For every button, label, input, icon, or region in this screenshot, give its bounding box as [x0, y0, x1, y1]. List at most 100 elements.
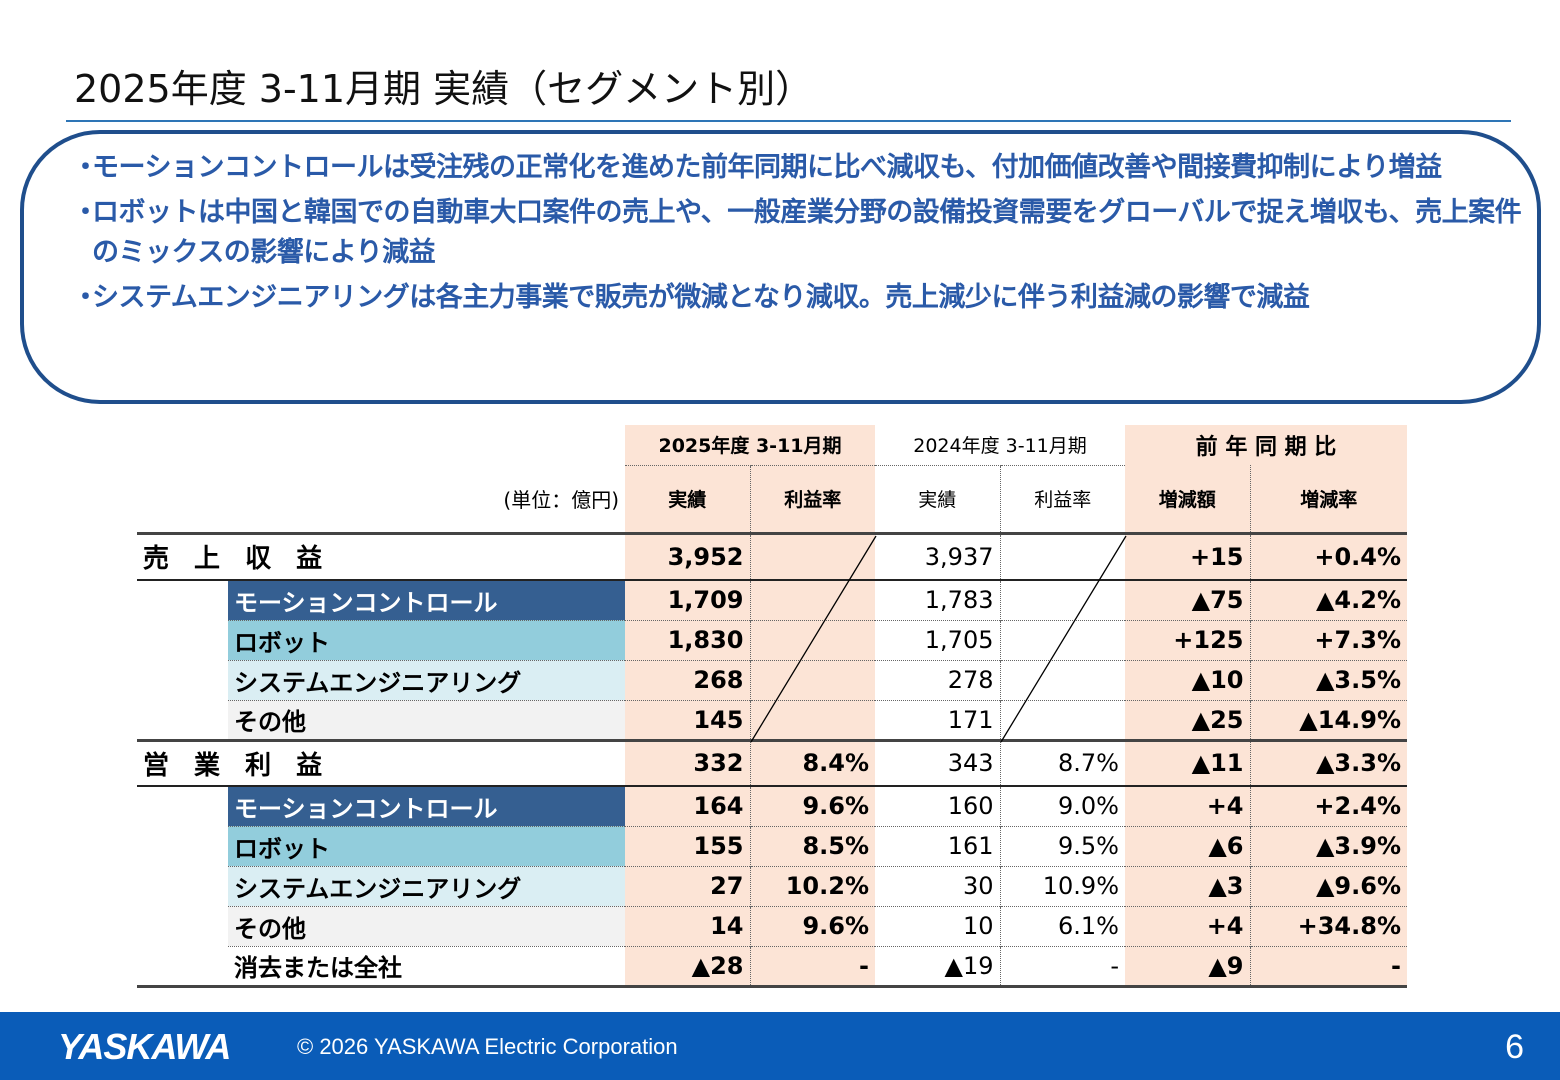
- section-label: 売 上 収 益: [143, 544, 331, 575]
- value-cell: [749, 660, 875, 700]
- total-cell: 8.7%: [999, 740, 1125, 786]
- summary-box: ・モーションコントロールは受注残の正常化を進めた前年同期に比べ減収も、付加価値改…: [20, 130, 1541, 404]
- segment-label: ロボット: [228, 826, 625, 866]
- page-title: 2025年度 3-11月期 実績（セグメント別）: [74, 67, 814, 111]
- value-cell: ▲6: [1125, 826, 1250, 866]
- value-cell: +125: [1125, 620, 1250, 660]
- value-cell: 6.1%: [999, 906, 1125, 946]
- segment-label: システムエンジニアリング: [228, 866, 625, 906]
- value-cell: ▲3: [1125, 866, 1250, 906]
- segment-row: ロボット 155 8.5% 161 9.5% ▲6 ▲3.9%: [137, 826, 1407, 867]
- segment-label: 消去または全社: [234, 954, 402, 982]
- header-margin-current: 利益率: [749, 464, 875, 533]
- value-cell: [999, 620, 1125, 660]
- total-cell: 332: [625, 740, 750, 786]
- total-cell: [999, 533, 1125, 580]
- indent: [137, 786, 228, 827]
- value-cell: [749, 580, 875, 620]
- total-cell: 8.4%: [749, 740, 875, 786]
- value-cell: 8.5%: [749, 826, 875, 866]
- value-cell: 1,709: [625, 580, 750, 620]
- value-cell: ▲25: [1125, 700, 1250, 740]
- segment-row: モーションコントロール 1,709 1,783 ▲75 ▲4.2%: [137, 580, 1407, 621]
- value-cell: 1,830: [625, 620, 750, 660]
- value-cell: +2.4%: [1249, 786, 1407, 826]
- footer-bar: YASKAWA © 2026 YASKAWA Electric Corporat…: [0, 1012, 1560, 1080]
- value-cell: -: [999, 946, 1125, 986]
- header-blank: [137, 425, 625, 465]
- value-cell: 9.6%: [749, 906, 875, 946]
- header-prior-period: 2024年度 3-11月期: [913, 435, 1087, 458]
- copyright: © 2026 YASKAWA Electric Corporation: [297, 1034, 678, 1059]
- section-total-row: 営 業 利 益 332 8.4% 343 8.7% ▲11 ▲3.3%: [137, 740, 1407, 786]
- header-change-rate: 増減率: [1249, 465, 1407, 533]
- segment-label: ロボット: [228, 620, 625, 660]
- value-cell: [999, 660, 1125, 700]
- section-total-row: 売 上 収 益 3,952 3,937 +15 +0.4%: [137, 533, 1407, 580]
- segment-row: モーションコントロール 164 9.6% 160 9.0% +4 +2.4%: [137, 786, 1407, 827]
- indent: [137, 946, 228, 986]
- value-cell: 164: [625, 786, 750, 826]
- value-cell: ▲3.9%: [1249, 826, 1407, 866]
- value-cell: 10.9%: [999, 866, 1125, 906]
- value-cell: 10.2%: [749, 866, 875, 906]
- indent: [137, 866, 228, 907]
- value-cell: 10: [962, 912, 994, 940]
- segment-row: ロボット 1,830 1,705 +125 +7.3%: [137, 620, 1407, 661]
- value-cell: 161: [947, 832, 994, 860]
- total-cell: +15: [1125, 533, 1250, 580]
- indent: [137, 620, 228, 661]
- summary-item: ・モーションコントロールは受注残の正常化を進めた前年同期に比べ減収も、付加価値改…: [72, 148, 1537, 188]
- bullet: ・: [72, 282, 99, 313]
- value-cell: 1,783: [924, 586, 994, 615]
- indent: [137, 660, 228, 701]
- value-cell: 268: [625, 660, 750, 700]
- segment-label: システムエンジニアリング: [228, 660, 625, 700]
- value-cell: [749, 700, 875, 740]
- value-cell: 27: [625, 866, 750, 906]
- value-cell: ▲3.5%: [1249, 660, 1407, 700]
- summary-item: ・システムエンジニアリングは各主力事業で販売が微減となり減収。売上減少に伴う利益…: [72, 278, 1537, 318]
- header-change: 増減額: [1125, 465, 1250, 533]
- header-current-period: 2025年度 3-11月期: [625, 425, 875, 465]
- total-cell: 3,952: [625, 533, 750, 580]
- value-cell: 171: [947, 705, 994, 734]
- segment-label: モーションコントロール: [228, 786, 625, 826]
- value-cell: ▲9.6%: [1249, 866, 1407, 906]
- segment-row: システムエンジニアリング 268 278 ▲10 ▲3.5%: [137, 660, 1407, 701]
- indent: [137, 906, 228, 947]
- total-cell: 3,937: [924, 542, 994, 571]
- bullet: ・: [72, 152, 99, 183]
- unit-label: (単位：億円): [503, 487, 619, 512]
- value-cell: +34.8%: [1249, 906, 1407, 946]
- value-cell: 145: [625, 700, 750, 740]
- segment-row: 消去または全社 ▲28- ▲19- ▲9-: [137, 946, 1407, 986]
- indent: [137, 580, 228, 621]
- summary-text: ロボットは中国と韓国での自動車大口案件の売上や、一般産業分野の設備投資需要をグロ…: [92, 197, 1522, 268]
- segment-label: モーションコントロール: [228, 580, 625, 620]
- segment-label: その他: [228, 700, 625, 740]
- segment-row: その他 145 171 ▲25 ▲14.9%: [137, 700, 1407, 740]
- total-cell: +0.4%: [1249, 533, 1407, 580]
- segment-label: その他: [228, 906, 625, 946]
- value-cell: 9.5%: [999, 826, 1125, 866]
- value-cell: -: [1249, 946, 1407, 986]
- total-cell: [749, 533, 875, 580]
- segment-row: その他 14 9.6% 10 6.1% +4 +34.8%: [137, 906, 1407, 947]
- value-cell: ▲19: [944, 951, 994, 980]
- value-cell: ▲28: [625, 946, 750, 986]
- segment-results-table: 2025年度 3-11月期 2024年度 3-11月期 前 年 同 期 比 (単…: [137, 425, 1407, 988]
- section-label: 営 業 利 益: [143, 750, 331, 781]
- value-cell: 278: [947, 666, 994, 694]
- value-cell: 30: [962, 872, 994, 900]
- value-cell: +7.3%: [1249, 620, 1407, 660]
- summary-item: ・ロボットは中国と韓国での自動車大口案件の売上や、一般産業分野の設備投資需要をグ…: [72, 193, 1537, 273]
- page-number: 6: [1505, 1028, 1524, 1066]
- value-cell: 1,705: [924, 626, 994, 654]
- value-cell: 155: [625, 826, 750, 866]
- title-divider: [66, 120, 1511, 122]
- value-cell: ▲10: [1125, 660, 1250, 700]
- summary-text: システムエンジニアリングは各主力事業で販売が微減となり減収。売上減少に伴う利益減…: [92, 282, 1310, 313]
- value-cell: +4: [1125, 906, 1250, 946]
- summary-text: モーションコントロールは受注残の正常化を進めた前年同期に比べ減収も、付加価値改善…: [92, 152, 1442, 183]
